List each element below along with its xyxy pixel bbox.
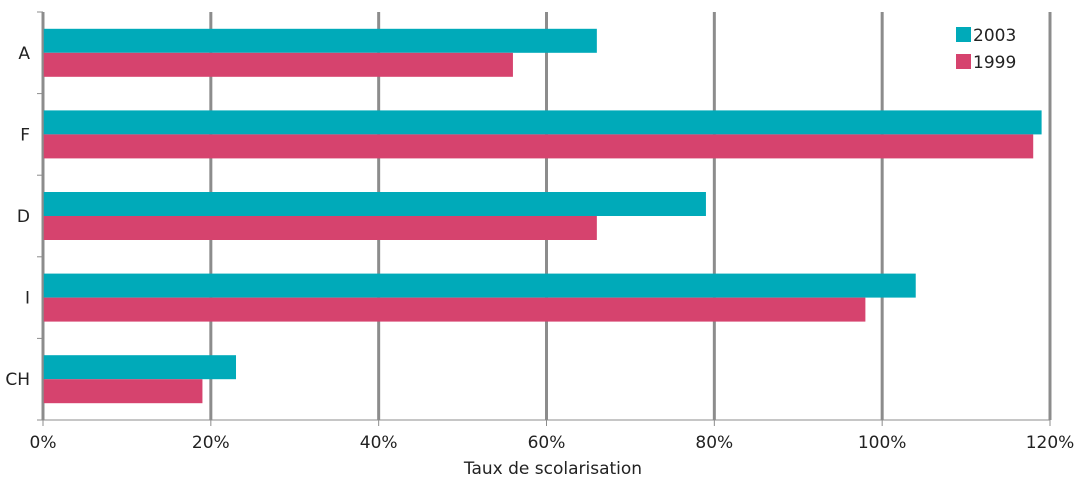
bar-1999-i [43,297,866,322]
bar-1999-d [43,216,597,240]
bar-2003-d [43,192,706,216]
bar-2003-i [43,273,916,298]
category-label: CH [5,370,30,390]
legend-label-2003: 2003 [973,26,1016,46]
x-tick-label: 20% [192,433,230,453]
legend-swatch-2003 [956,27,971,42]
x-tick-label: 120% [1026,433,1075,453]
x-tick-label: 60% [528,433,566,453]
category-labels: A F D I CH [5,44,30,390]
category-label: A [18,44,30,64]
bar-1999-a [43,52,513,77]
bar-2003-ch [43,355,237,380]
axes [37,11,1051,426]
bars [43,28,1042,404]
x-tick-label: 100% [858,433,907,453]
x-tick-labels: 0% 20% 40% 60% 80% 100% 120% [30,433,1075,453]
x-tick-label: 40% [360,433,398,453]
bar-2003-f [43,110,1042,135]
bar-1999-ch [43,379,203,404]
legend: 2003 1999 [956,26,1016,73]
bar-1999-f [43,134,1034,159]
category-label: D [17,207,30,227]
legend-label-1999: 1999 [973,53,1016,73]
x-axis-title: Taux de scolarisation [463,459,642,479]
x-tick-label: 80% [695,433,733,453]
bar-2003-a [43,28,597,53]
x-tick-label: 0% [30,433,57,453]
category-label: I [25,289,30,309]
category-label: F [20,125,30,145]
legend-swatch-1999 [956,54,971,69]
